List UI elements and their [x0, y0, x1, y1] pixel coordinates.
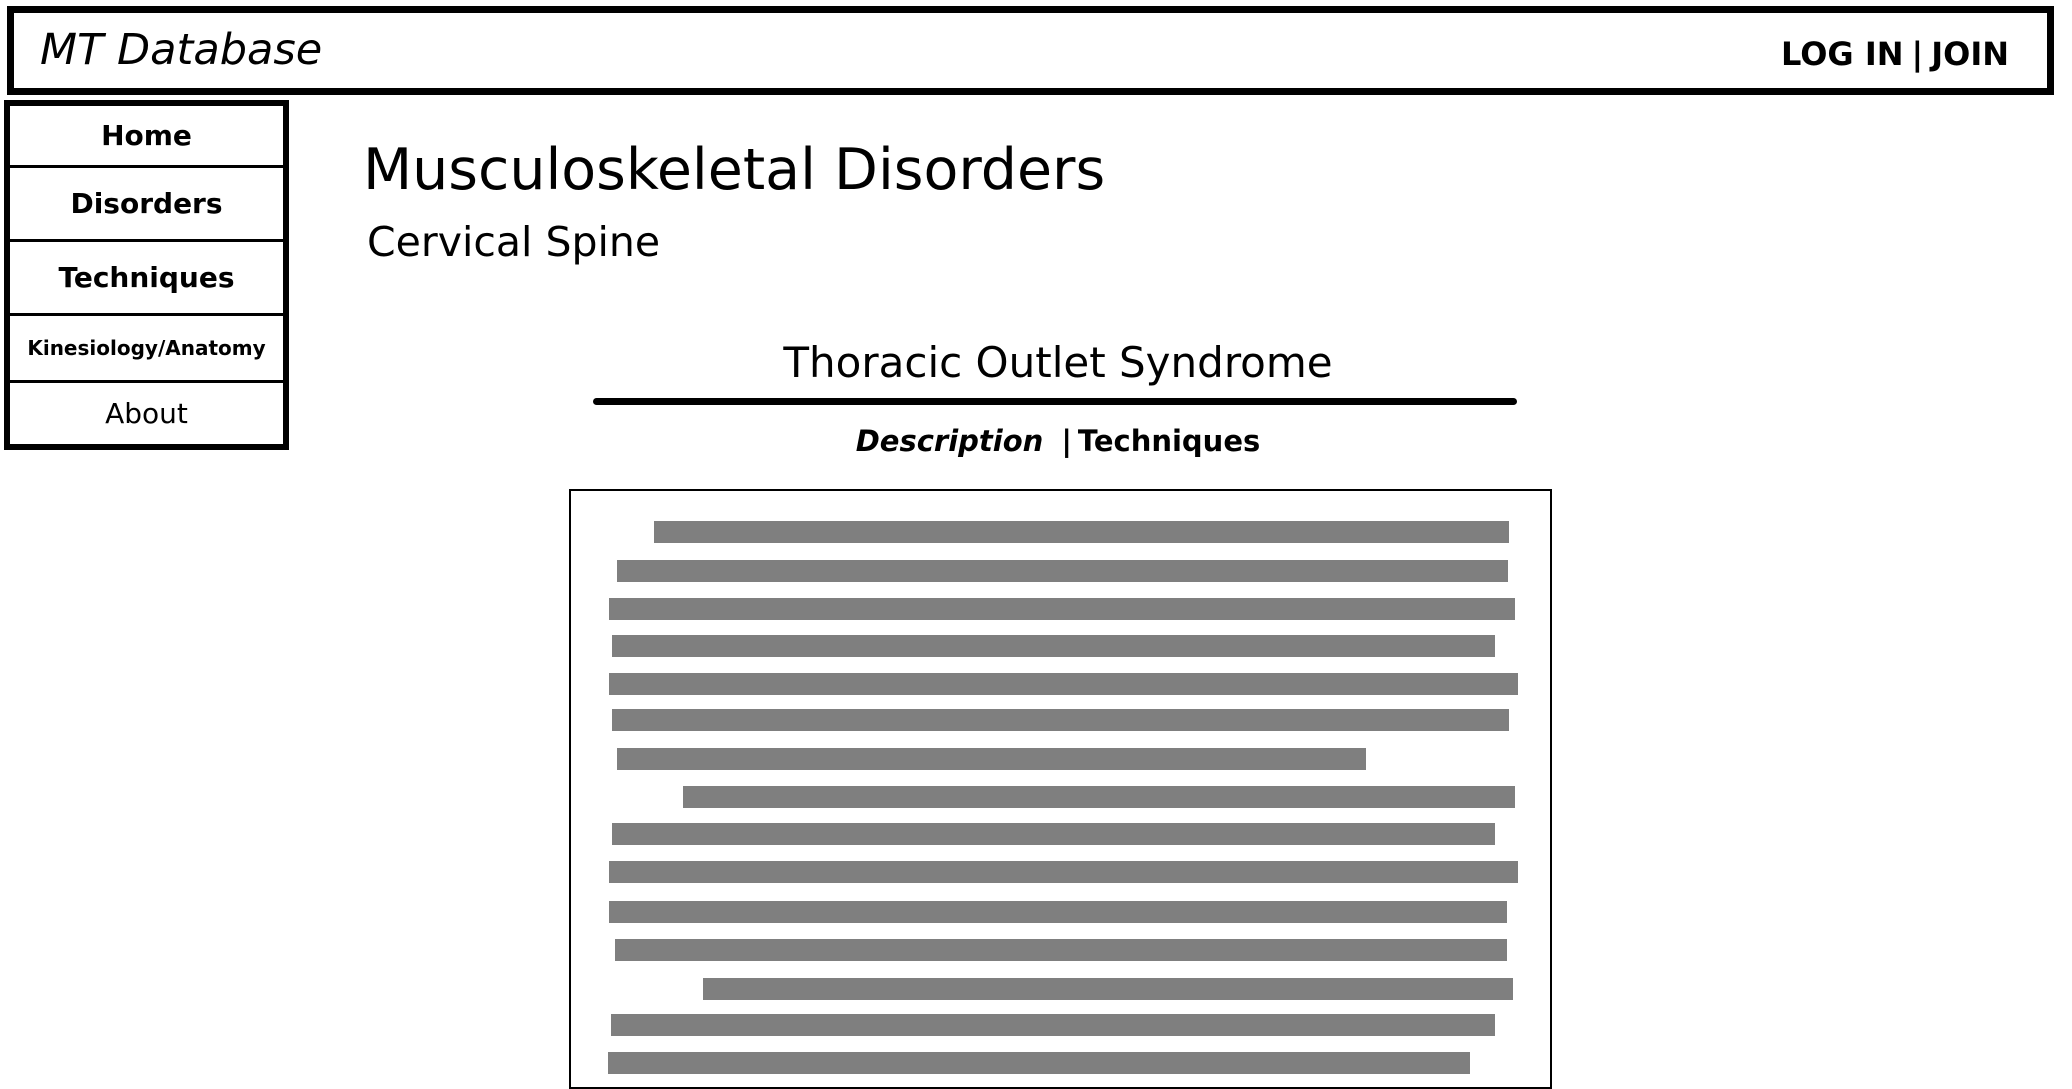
- text-placeholder-line: [617, 560, 1508, 582]
- text-placeholder-line: [612, 709, 1509, 731]
- text-placeholder-line: [617, 748, 1366, 770]
- description-panel: [569, 489, 1552, 1089]
- sidebar-nav: Home Disorders Techniques Kinesiology/An…: [4, 100, 289, 450]
- sidebar-item-home[interactable]: Home: [10, 106, 283, 168]
- text-placeholder-line: [608, 1052, 1470, 1074]
- auth-links: LOG IN | JOIN: [1781, 38, 2009, 70]
- tab-description[interactable]: Description: [855, 424, 1044, 458]
- text-placeholder-line: [612, 823, 1495, 845]
- site-brand[interactable]: MT Database: [40, 25, 323, 75]
- header-bar: MT Database LOG IN | JOIN: [7, 6, 2054, 95]
- tab-separator: |: [1061, 424, 1072, 458]
- page-title: Musculoskeletal Disorders: [363, 137, 1106, 203]
- sidebar-item-about[interactable]: About: [105, 397, 188, 430]
- auth-separator: |: [1911, 35, 1924, 73]
- text-placeholder-line: [703, 978, 1513, 1000]
- page-subtitle: Cervical Spine: [367, 218, 661, 266]
- text-placeholder-line: [612, 635, 1495, 657]
- text-placeholder-line: [611, 1014, 1495, 1036]
- sidebar-item-techniques[interactable]: Techniques: [10, 242, 283, 316]
- sidebar-item-disorders[interactable]: Disorders: [10, 168, 283, 242]
- text-placeholder-line: [609, 861, 1518, 883]
- join-link[interactable]: JOIN: [1931, 35, 2009, 73]
- login-link[interactable]: LOG IN: [1780, 35, 1904, 73]
- text-placeholder-line: [615, 939, 1507, 961]
- text-placeholder-line: [683, 786, 1515, 808]
- article-title: Thoracic Outlet Syndrome: [783, 338, 1333, 387]
- text-placeholder-line: [609, 901, 1507, 923]
- text-placeholder-line: [609, 598, 1515, 620]
- article-tabs: Description | Techniques: [593, 427, 1523, 456]
- text-placeholder-line: [654, 521, 1509, 543]
- sidebar-item-kinesiology-anatomy[interactable]: Kinesiology/Anatomy: [10, 316, 283, 383]
- text-placeholder-line: [609, 673, 1518, 695]
- title-divider: [593, 398, 1517, 405]
- tab-techniques[interactable]: Techniques: [1077, 424, 1261, 458]
